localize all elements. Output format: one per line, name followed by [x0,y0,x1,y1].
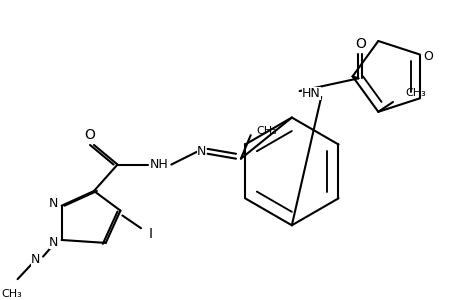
Text: HN: HN [302,87,320,100]
Text: I: I [148,227,152,241]
Text: N: N [196,145,206,158]
Text: CH₃: CH₃ [256,126,277,136]
Text: N: N [49,236,58,249]
Text: CH₃: CH₃ [405,88,425,98]
Text: O: O [84,128,95,142]
Text: O: O [354,37,365,51]
Text: CH₃: CH₃ [1,289,22,299]
Text: N: N [49,197,58,210]
Text: N: N [30,253,40,266]
Text: O: O [422,50,432,63]
Text: NH: NH [150,158,168,171]
